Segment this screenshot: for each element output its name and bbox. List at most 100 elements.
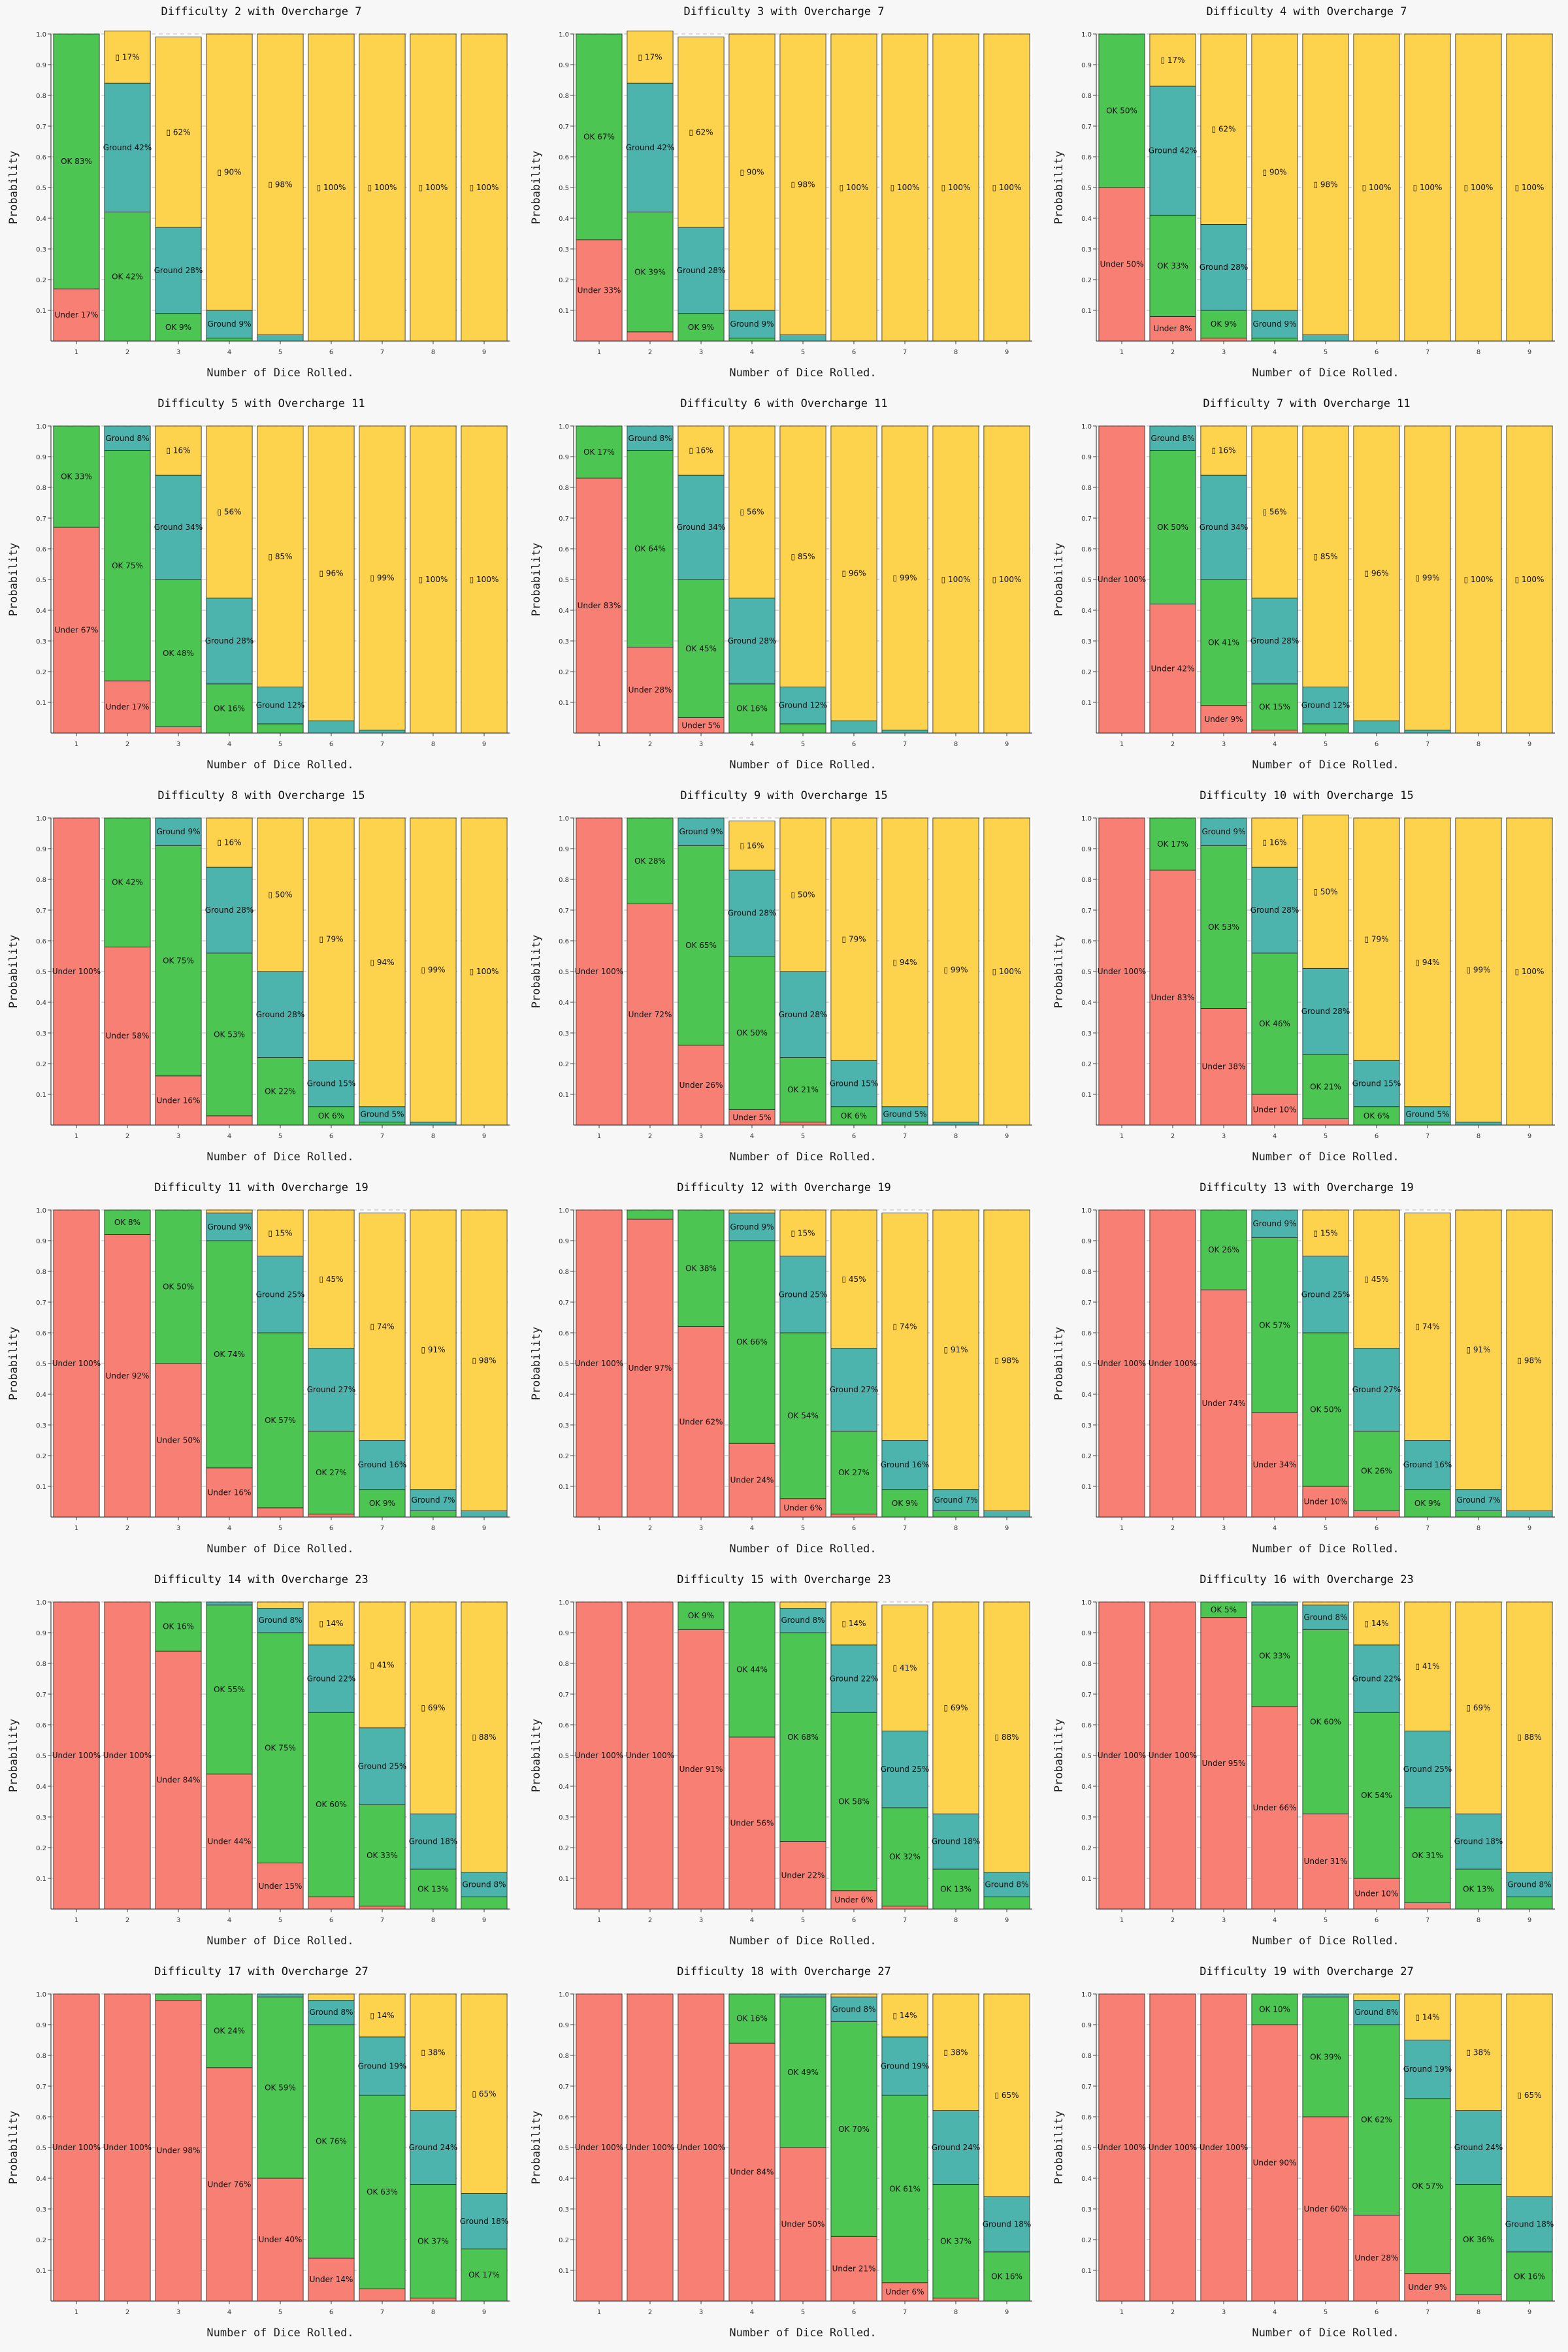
bar-segment-ok [779, 1997, 826, 2148]
bar-segment-ok [1251, 1605, 1298, 1707]
data-label: ▯ 85% [1313, 552, 1337, 561]
bar-segment-ok [155, 579, 202, 728]
y-tick-label: 1.0 [1081, 1599, 1092, 1607]
bar-segment-ground [1200, 223, 1247, 311]
data-label: Under 100% [1149, 2143, 1197, 2152]
bar-segment-under [830, 2236, 877, 2302]
y-tick-label: 0.9 [559, 454, 569, 461]
y-tick-label: 0.3 [36, 638, 46, 645]
bar-segment-under [155, 1650, 202, 1910]
x-tick-label: 6 [329, 741, 333, 748]
bar-segment-crit [1149, 33, 1196, 87]
x-tick-label: 3 [1222, 1525, 1226, 1532]
data-label: ▯ 65% [1517, 2091, 1541, 2100]
x-tick-label: 6 [1375, 349, 1379, 356]
data-label: ▯ 14% [319, 1619, 343, 1628]
y-tick-label: 0.6 [36, 2114, 46, 2121]
y-tick-label: 0.6 [559, 1722, 569, 1729]
y-tick-label: 0.4 [1081, 1000, 1092, 1007]
data-label: ▯ 14% [1364, 1619, 1388, 1628]
data-label: OK 33% [1259, 1651, 1290, 1660]
bar-segment-crit [1455, 33, 1502, 342]
x-tick-label: 2 [648, 1525, 652, 1532]
data-label: Ground 28% [1250, 636, 1299, 645]
y-tick-label: 0.9 [36, 454, 46, 461]
bar-segment-ok [779, 1632, 826, 1842]
x-tick-label: 1 [74, 1525, 78, 1532]
x-tick-label: 8 [431, 1525, 435, 1532]
bar-segment-under [53, 527, 100, 734]
bar-segment-crit [1404, 425, 1451, 730]
bar-segment-crit [728, 425, 776, 598]
x-tick-label: 9 [482, 1917, 486, 1924]
bar-segment-ground [308, 1348, 355, 1431]
x-tick-label: 3 [1222, 349, 1226, 356]
data-label: OK 42% [112, 272, 143, 281]
data-label: ▯ 69% [1466, 1703, 1490, 1712]
data-label: OK 5% [1211, 1605, 1237, 1614]
bar-segment-ground [779, 1993, 826, 1998]
x-tick-label: 7 [380, 741, 384, 748]
data-label: ▯ 16% [166, 446, 190, 455]
y-tick-label: 0.3 [559, 2206, 569, 2213]
data-label: Ground 28% [728, 909, 777, 918]
y-tick-label: 0.9 [36, 1630, 46, 1637]
x-tick-label: 7 [1426, 2309, 1429, 2316]
data-label: Under 8% [1153, 324, 1192, 333]
data-label: Ground 8% [832, 2005, 876, 2014]
data-label: ▯ 16% [740, 841, 764, 850]
chart-title: Difficulty 18 with Overcharge 27 [677, 1965, 891, 1978]
chart-svg: Under 100% 1 Under 97% 2 Under 62% OK 38% 3 Und… [530, 1207, 1032, 1556]
chart-panel: Difficulty 5 with Overcharge 11 Under 67%… [0, 392, 523, 784]
data-label: OK 9% [165, 323, 191, 332]
chart-svg: Under 100% 1 Under 42% OK 50% Ground 8% 2 Unde… [1053, 423, 1555, 772]
data-label: Under 66% [1253, 1803, 1297, 1812]
data-label: Under 17% [106, 702, 150, 711]
x-tick-label: 5 [801, 2309, 805, 2316]
chart-title: Difficulty 8 with Overcharge 15 [157, 789, 365, 802]
x-tick-label: 1 [597, 1133, 601, 1140]
bar-segment-crit [627, 30, 674, 84]
x-tick-label: 3 [1222, 1133, 1226, 1140]
bar-segment-crit [983, 33, 1030, 342]
y-tick-label: 0.8 [36, 1661, 46, 1668]
bar-segment-crit [932, 425, 979, 734]
bar-segment-ground [1353, 1644, 1400, 1713]
data-label: Ground 19% [358, 2061, 407, 2070]
y-axis-label: Probability [1053, 543, 1066, 617]
data-label: Ground 28% [779, 1010, 828, 1019]
x-tick-label: 8 [1477, 741, 1480, 748]
bar-segment-ground [206, 866, 253, 954]
x-tick-label: 5 [801, 1133, 805, 1140]
data-label: Under 100% [103, 1751, 152, 1760]
bar-segment-crit [1455, 425, 1502, 734]
data-label: OK 65% [685, 941, 717, 950]
x-tick-label: 6 [852, 2309, 856, 2316]
bar-segment-crit [1200, 425, 1247, 476]
data-label: OK 42% [112, 878, 143, 887]
bar-segment-crit [1404, 1213, 1451, 1441]
data-label: Ground 8% [310, 2008, 353, 2017]
data-label: Under 67% [55, 626, 99, 635]
x-tick-label: 4 [1273, 349, 1277, 356]
bar-segment-ground [1302, 1256, 1349, 1333]
x-tick-label: 9 [482, 741, 486, 748]
data-label: OK 57% [265, 1416, 296, 1425]
data-label: Under 100% [1149, 1751, 1197, 1760]
bar-segment-ground [155, 474, 202, 580]
bar-segment-ground [1353, 720, 1400, 734]
bar-segment-ok [1251, 337, 1298, 342]
x-tick-label: 8 [954, 1133, 958, 1140]
x-tick-label: 9 [1005, 1917, 1009, 1924]
bar-segment-ok [627, 450, 674, 647]
bar-segment-under [627, 331, 674, 342]
y-tick-label: 0.7 [1081, 907, 1092, 915]
data-label: Under 50% [781, 2220, 825, 2229]
x-tick-label: 2 [125, 2309, 129, 2316]
bar-segment-under [1149, 1209, 1196, 1518]
bar-segment-ok [678, 1601, 725, 1630]
bar-segment-crit [830, 1601, 877, 1646]
data-label: Under 98% [157, 2146, 201, 2155]
data-label: OK 38% [685, 1264, 717, 1273]
y-tick-label: 0.2 [559, 1453, 569, 1460]
